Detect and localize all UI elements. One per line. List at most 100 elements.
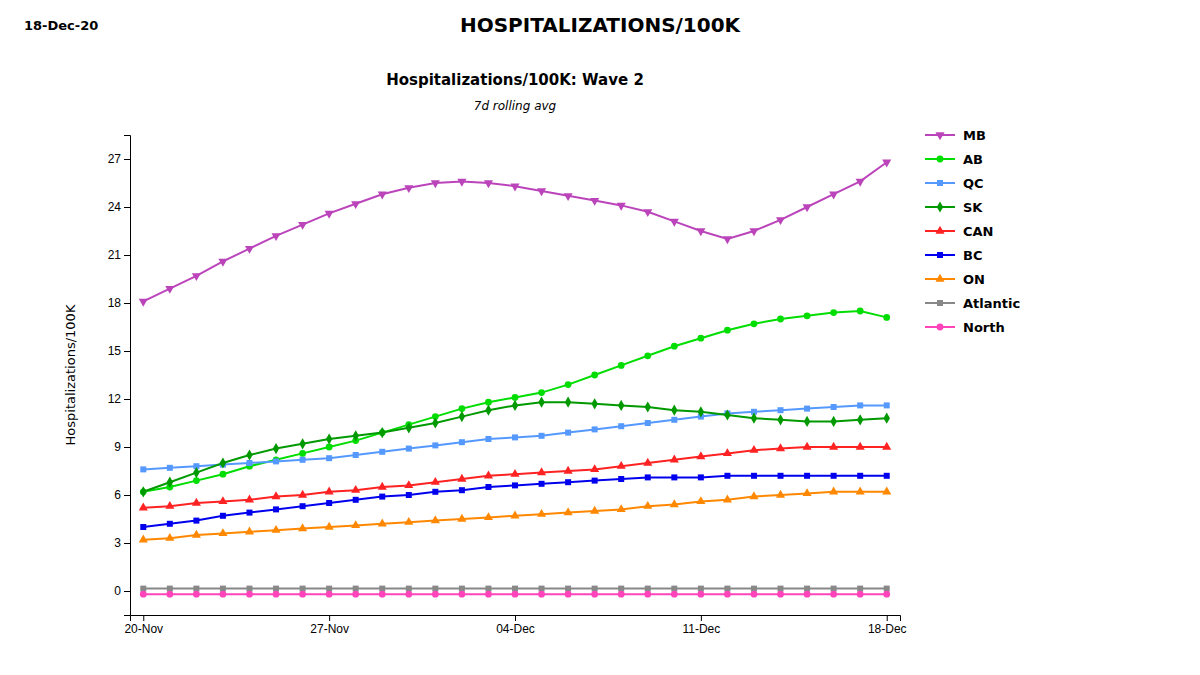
series-point	[724, 327, 731, 334]
series-point	[298, 490, 307, 498]
series-point	[856, 442, 865, 450]
series-point	[803, 204, 812, 212]
series-point	[406, 422, 412, 433]
y-tick-label: 0	[114, 584, 121, 598]
series-point	[777, 414, 783, 425]
series-point	[617, 461, 626, 469]
series-point	[723, 448, 732, 456]
series	[139, 160, 892, 307]
series-point	[698, 474, 704, 480]
series-point	[353, 497, 359, 503]
legend-marker	[937, 180, 943, 186]
series-line	[143, 162, 886, 301]
series-point	[671, 405, 677, 416]
series-point	[698, 586, 704, 592]
y-tick: 18	[108, 296, 130, 310]
series-point	[617, 504, 626, 512]
series-point	[459, 411, 465, 422]
series-point	[565, 479, 571, 485]
series-point	[432, 489, 438, 495]
series-point	[299, 438, 305, 449]
series-point	[618, 362, 625, 369]
series-point	[696, 451, 705, 459]
series-point	[882, 487, 891, 495]
y-axis: 0369121518212427	[108, 136, 131, 616]
x-tick-label: 27-Nov	[310, 622, 349, 636]
legend-marker	[937, 201, 943, 212]
series-point	[778, 586, 784, 592]
series	[139, 487, 892, 543]
series-point	[804, 312, 811, 319]
y-tick: 24	[108, 200, 130, 214]
series-point	[220, 586, 226, 592]
series-point	[510, 184, 519, 192]
y-tick-label: 12	[108, 392, 122, 406]
series-point	[590, 464, 599, 472]
series-point	[220, 591, 227, 598]
series-point	[167, 477, 173, 488]
series-point	[326, 500, 332, 506]
series-point	[167, 586, 173, 592]
series-point	[379, 427, 385, 438]
series-line	[143, 476, 886, 527]
series-point	[723, 495, 732, 503]
series-point	[166, 591, 173, 598]
series-point	[884, 413, 890, 424]
series-point	[831, 404, 837, 410]
x-tick-label: 04-Dec	[496, 622, 535, 636]
series-line	[143, 405, 886, 469]
series-point	[485, 399, 492, 406]
series-point	[298, 523, 307, 531]
series-point	[406, 586, 412, 592]
series-point	[830, 591, 837, 598]
legend-marker	[935, 132, 944, 140]
legend-label: ON	[963, 272, 985, 287]
series-point	[510, 469, 519, 477]
series-point	[537, 509, 546, 517]
series-point	[273, 586, 279, 592]
y-tick: 3	[114, 536, 130, 550]
series-point	[351, 520, 360, 528]
legend-marker	[935, 274, 944, 282]
marks	[139, 160, 892, 598]
x-axis-line	[131, 616, 901, 622]
series-line	[143, 402, 886, 492]
date-annotation: 18-Dec-20	[24, 18, 98, 33]
series-point	[459, 487, 465, 493]
y-tick-mark	[124, 399, 130, 400]
series-point	[645, 420, 651, 426]
series-point	[697, 591, 704, 598]
series-point	[671, 474, 677, 480]
series-point	[245, 495, 254, 503]
y-axis-line	[124, 136, 131, 616]
y-tick: 12	[108, 392, 130, 406]
series-point	[884, 473, 890, 479]
y-tick: 9	[114, 440, 130, 454]
legend-marker	[937, 156, 944, 163]
legend-item: SK	[925, 200, 983, 215]
x-tick-mark	[701, 615, 702, 621]
y-tick: 0	[114, 584, 130, 598]
series-point	[139, 299, 148, 307]
x-tick-mark	[329, 615, 330, 621]
series-point	[564, 466, 573, 474]
series-point	[379, 449, 385, 455]
series-point	[246, 460, 252, 466]
series-point	[857, 308, 864, 315]
y-tick-mark	[124, 495, 130, 496]
series-point	[590, 506, 599, 514]
series-point	[485, 484, 491, 490]
y-tick-mark	[124, 159, 130, 160]
series-point	[643, 458, 652, 466]
series-point	[671, 417, 677, 423]
series-point	[193, 477, 200, 484]
series-point	[139, 535, 148, 543]
series-point	[431, 477, 440, 485]
series-point	[352, 591, 359, 598]
x-tick-mark	[887, 615, 888, 621]
series-point	[271, 233, 280, 241]
series-point	[538, 591, 545, 598]
x-tick-label: 20-Nov	[124, 622, 163, 636]
series-point	[220, 471, 227, 478]
series-point	[353, 452, 359, 458]
